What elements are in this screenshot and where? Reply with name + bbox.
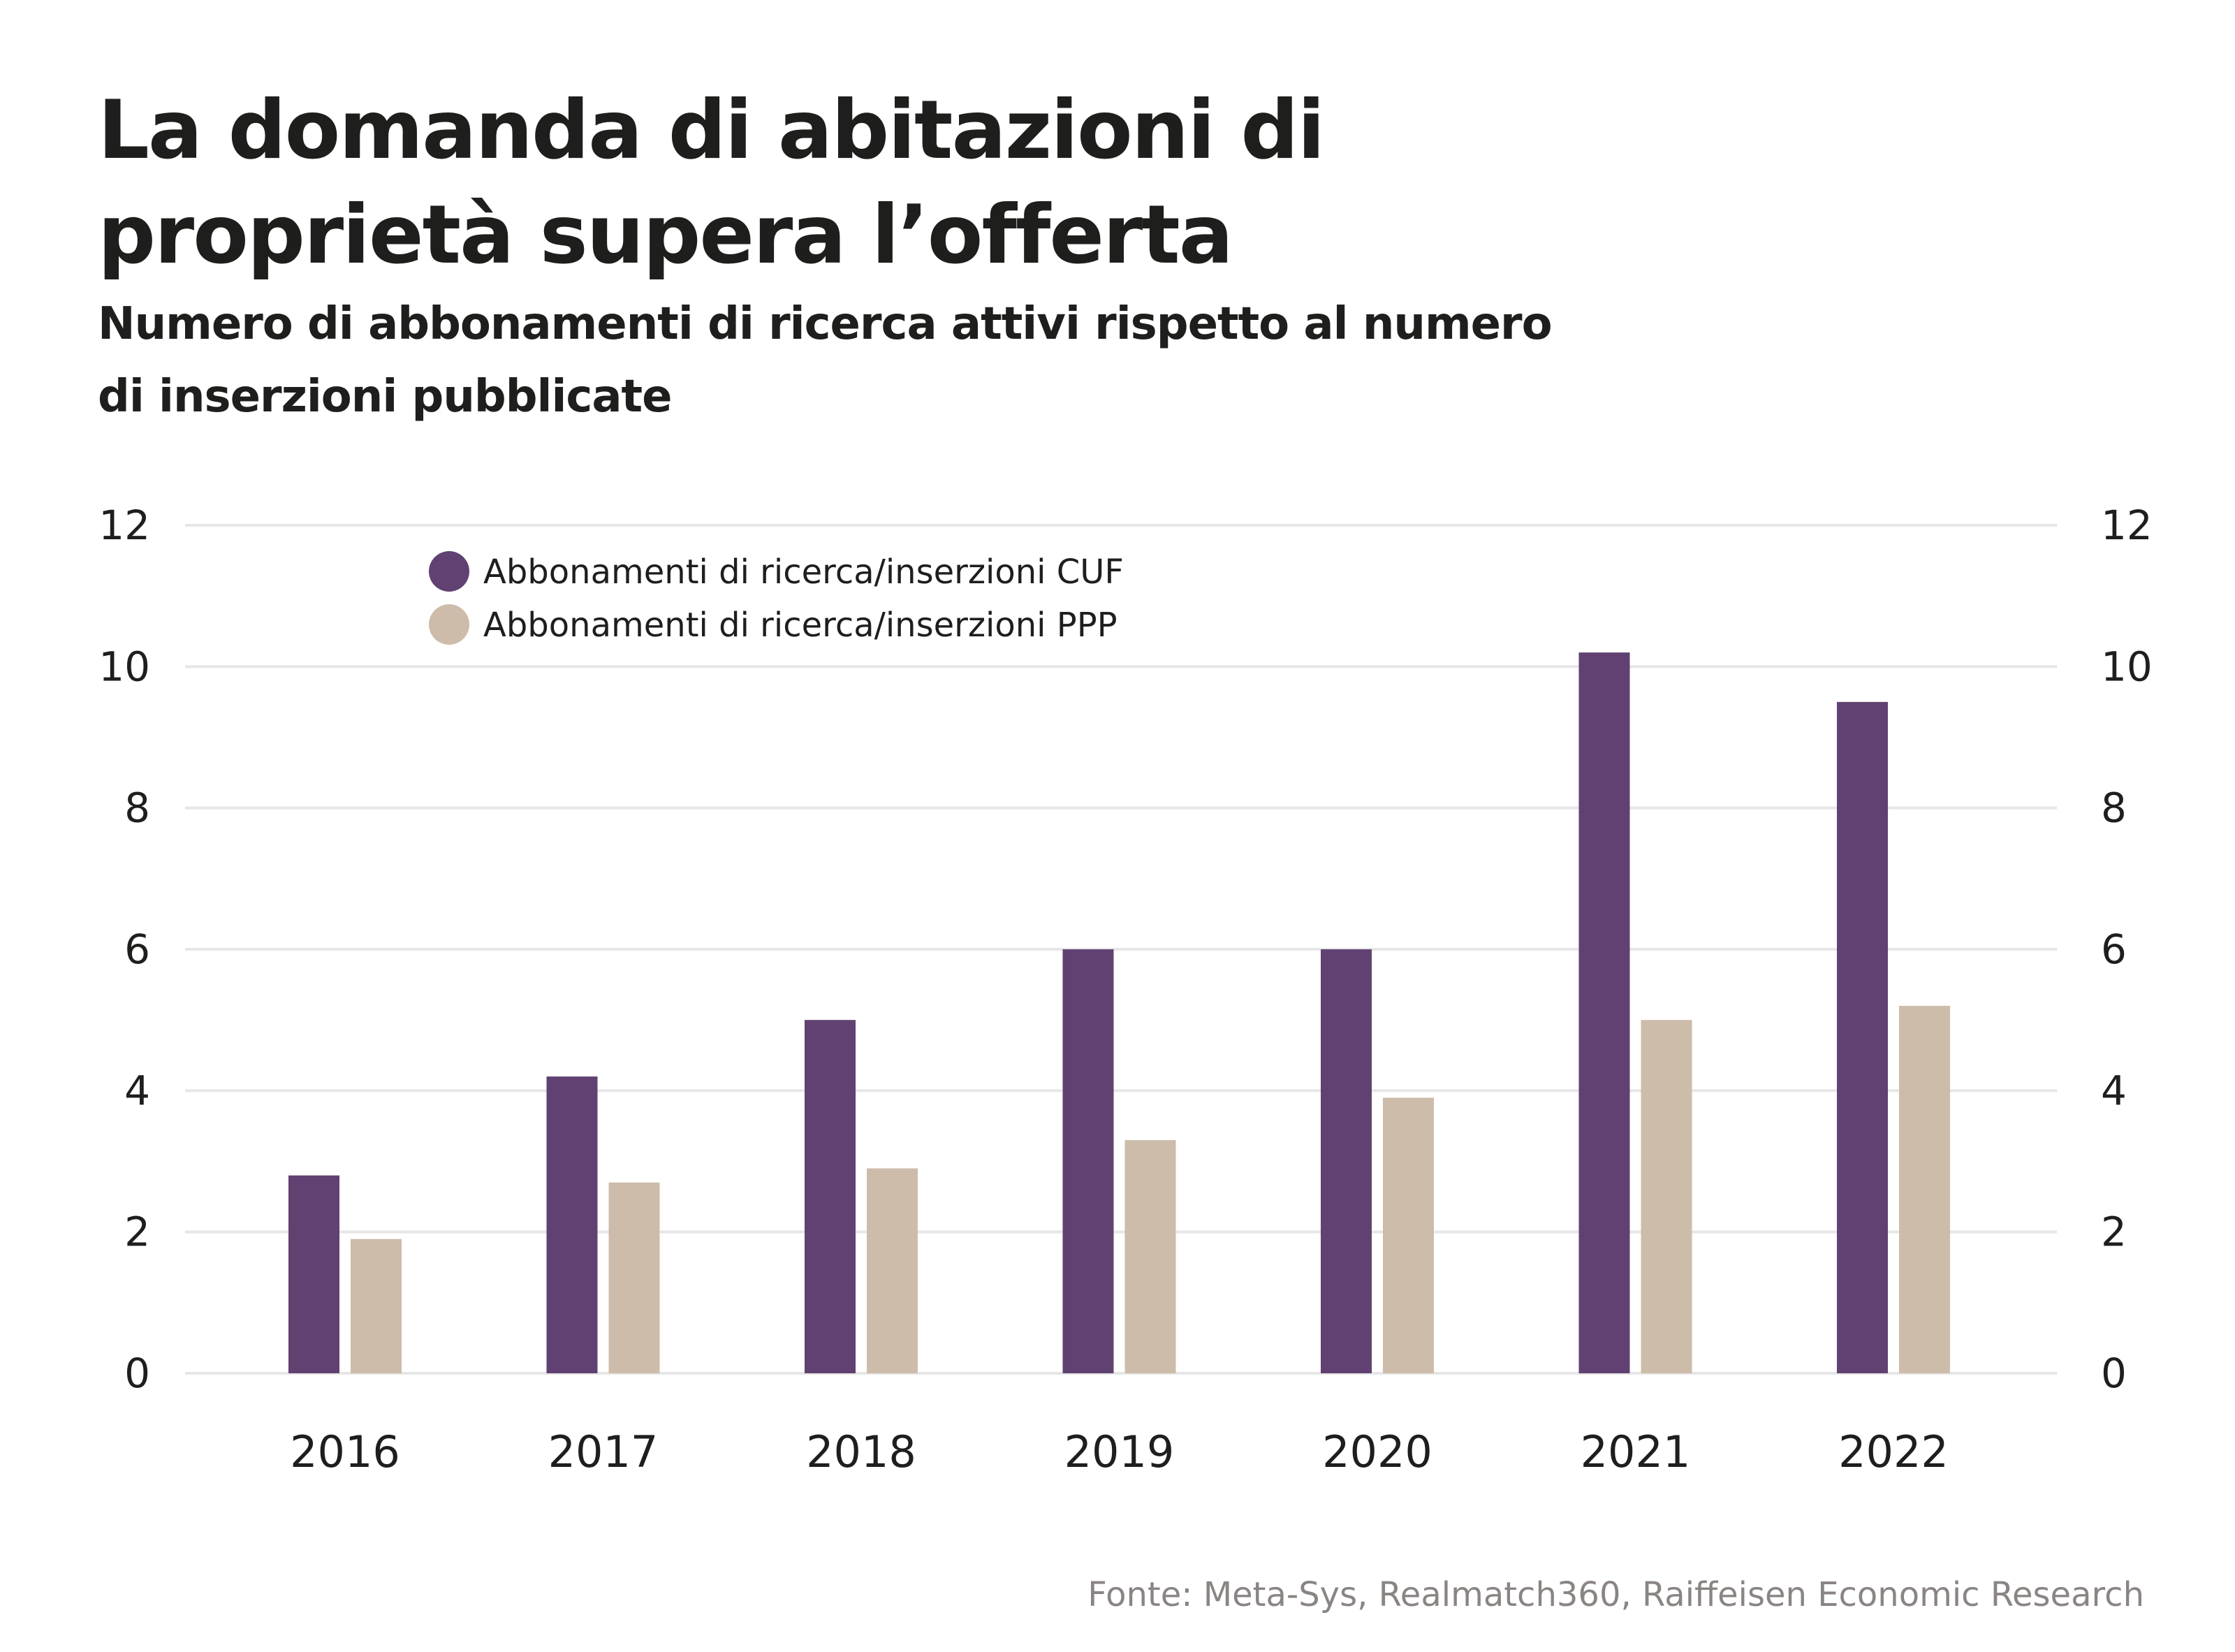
bar-ppp-2019 (1124, 1140, 1176, 1373)
y-tick-label-left: 10 (98, 643, 150, 690)
y-tick-label-right: 2 (2101, 1208, 2127, 1256)
legend: Abbonamenti di ricerca/inserzioni CUF Abb… (429, 551, 1124, 645)
x-tick-label: 2021 (1581, 1426, 1691, 1477)
x-axis: 2016 2017 2018 2019 2020 2021 2022 (290, 1426, 1949, 1477)
y-tick-label-right: 4 (2101, 1067, 2127, 1114)
bar-cuf-2020 (1321, 949, 1372, 1373)
bar-cuf-2018 (805, 1020, 856, 1373)
bar-cuf-2016 (288, 1175, 339, 1373)
y-tick-label-left: 4 (124, 1067, 150, 1114)
y-tick-label-left: 2 (124, 1208, 150, 1256)
x-tick-label: 2022 (1838, 1426, 1949, 1477)
bar-cuf-2021 (1578, 652, 1630, 1373)
x-tick-label: 2018 (806, 1426, 916, 1477)
bar-ppp-2021 (1641, 1020, 1692, 1373)
bars (288, 652, 1950, 1373)
source-note: Fonte: Meta-Sys, Realmatch360, Raiffeise… (1087, 1575, 2144, 1614)
bar-ppp-2020 (1383, 1097, 1434, 1373)
y-tick-label-left: 12 (98, 502, 150, 549)
bar-cuf-2017 (546, 1076, 598, 1373)
chart-subtitle-line-1: Numero di abbonamenti di ricerca attivi … (98, 298, 1553, 350)
chart-subtitle: Numero di abbonamenti di ricerca attivi … (98, 288, 1553, 433)
legend-swatch-icon (429, 604, 469, 645)
x-tick-label: 2017 (548, 1426, 659, 1477)
y-tick-label-left: 6 (124, 926, 150, 973)
y-tick-label-left: 8 (124, 784, 150, 832)
y-tick-label-right: 0 (2101, 1350, 2127, 1397)
chart-title-line-2: proprietà supera l’offerta (98, 188, 1233, 282)
chart-title-line-1: La domanda di abitazioni di (98, 83, 1325, 177)
chart-subtitle-line-2: di inserzioni pubblicate (98, 371, 673, 423)
gridlines (185, 524, 2057, 1375)
x-tick-label: 2016 (290, 1426, 400, 1477)
bar-ppp-2018 (867, 1168, 918, 1373)
y-tick-label-left: 0 (124, 1350, 150, 1397)
legend-label: Abbonamenti di ricerca/inserzioni CUF (483, 553, 1124, 592)
y-tick-label-right: 12 (2101, 502, 2153, 549)
y-axis-left: 0 2 4 6 8 10 12 (98, 502, 150, 1397)
bar-ppp-2017 (608, 1182, 660, 1373)
y-tick-label-right: 8 (2101, 784, 2127, 832)
legend-label: Abbonamenti di ricerca/inserzioni PPP (483, 606, 1118, 645)
x-tick-label: 2019 (1064, 1426, 1175, 1477)
legend-swatch-icon (429, 551, 469, 592)
y-axis-right: 0 2 4 6 8 10 12 (2101, 502, 2153, 1397)
chart-title: La domanda di abitazioni di proprietà su… (98, 78, 1325, 288)
x-tick-label: 2020 (1322, 1426, 1432, 1477)
y-tick-label-right: 10 (2101, 643, 2153, 690)
y-tick-label-right: 6 (2101, 926, 2127, 973)
bar-cuf-2022 (1837, 701, 1888, 1373)
bar-ppp-2022 (1899, 1005, 1950, 1373)
bar-ppp-2016 (351, 1238, 402, 1373)
bar-cuf-2019 (1062, 949, 1114, 1373)
